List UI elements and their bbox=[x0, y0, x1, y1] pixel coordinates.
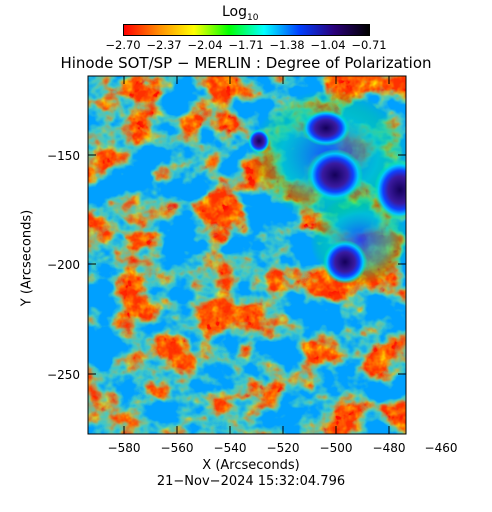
colorbar-tick-label: −1.04 bbox=[310, 38, 346, 52]
y-tick-label: −200 bbox=[47, 258, 80, 272]
colorbar-tick-label: −2.70 bbox=[105, 38, 141, 52]
x-tick-label: −540 bbox=[213, 441, 247, 455]
image-data bbox=[88, 76, 406, 434]
colorbar-tick-label: −2.04 bbox=[187, 38, 223, 52]
x-tick-label: −520 bbox=[266, 441, 300, 455]
y-tick-label: −150 bbox=[47, 149, 80, 163]
colorbar-tick-labels: −2.70 −2.37 −2.04 −1.71 −1.38 −1.04 −0.7… bbox=[104, 38, 394, 54]
x-tick-label: −580 bbox=[107, 441, 141, 455]
colorbar-title-text: Log bbox=[222, 4, 248, 20]
x-tick-label: −460 bbox=[424, 441, 458, 455]
y-axis-title: Y (Arcseconds) bbox=[19, 209, 35, 307]
colorbar-tick-label: −1.71 bbox=[228, 38, 264, 52]
colorbar-tick-label: −1.38 bbox=[269, 38, 305, 52]
axis-ticks bbox=[88, 76, 406, 434]
colorbar-title-subscript: 10 bbox=[247, 12, 259, 23]
plot-frame bbox=[87, 75, 407, 435]
timestamp: 21−Nov−2024 15:32:04.796 bbox=[156, 474, 346, 489]
y-tick-label: −250 bbox=[47, 368, 80, 382]
colorbar-tick-label: −2.37 bbox=[146, 38, 182, 52]
colorbar-title: Log10 bbox=[222, 5, 258, 23]
x-tick-label: −480 bbox=[372, 441, 406, 455]
colorbar-tick-label: −0.71 bbox=[351, 38, 387, 52]
x-tick-label: −560 bbox=[160, 441, 194, 455]
plot-title: Hinode SOT/SP − MERLIN : Degree of Polar… bbox=[60, 54, 432, 72]
colorbar bbox=[123, 24, 370, 36]
x-axis-title: X (Arcseconds) bbox=[202, 458, 300, 473]
x-tick-label: −500 bbox=[319, 441, 353, 455]
